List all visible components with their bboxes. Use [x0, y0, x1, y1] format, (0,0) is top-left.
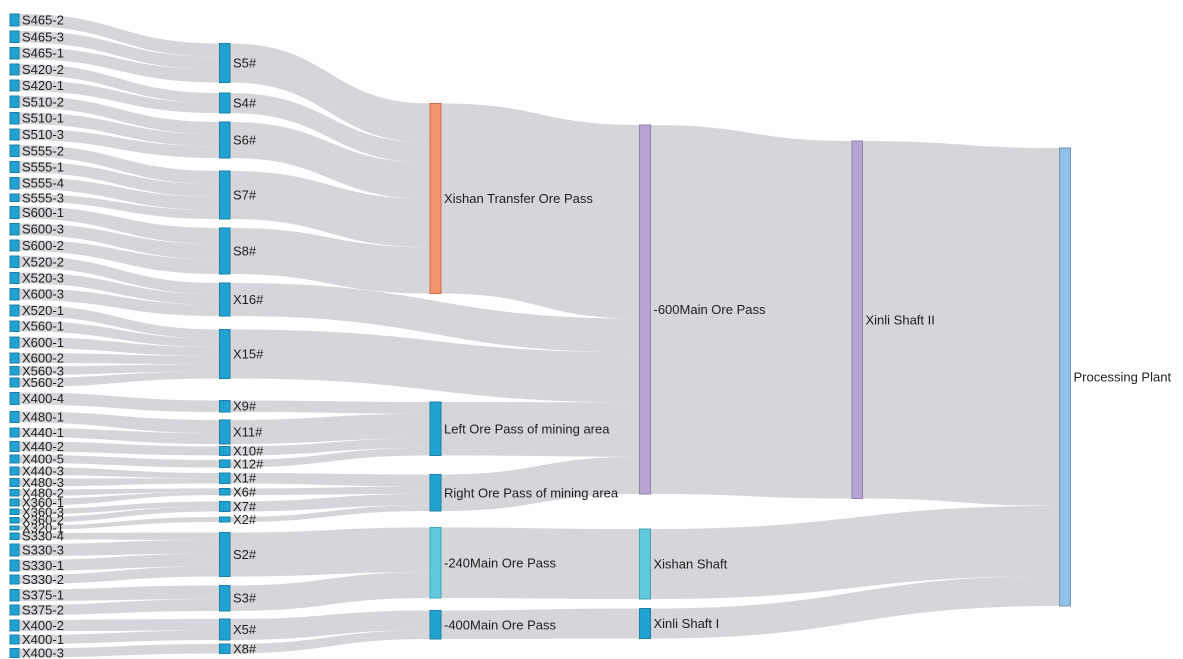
- svg-text:S510-1: S510-1: [22, 111, 64, 126]
- svg-text:X480-3: X480-3: [22, 475, 64, 490]
- svg-text:S330-4: S330-4: [22, 529, 64, 544]
- svg-text:X9#: X9#: [233, 399, 257, 414]
- svg-text:S8#: S8#: [233, 244, 257, 259]
- svg-text:X560-2: X560-2: [22, 375, 64, 390]
- svg-text:S555-1: S555-1: [22, 160, 64, 175]
- svg-text:S600-2: S600-2: [22, 238, 64, 253]
- svg-text:S330-3: S330-3: [22, 543, 64, 558]
- svg-text:S4#: S4#: [233, 96, 257, 111]
- svg-text:X400-2: X400-2: [22, 618, 64, 633]
- svg-text:S375-2: S375-2: [22, 603, 64, 618]
- svg-text:X7#: X7#: [233, 499, 257, 514]
- svg-text:Xinli Shaft I: Xinli Shaft I: [654, 616, 720, 631]
- svg-text:Left Ore Pass of mining area: Left Ore Pass of mining area: [444, 421, 610, 436]
- svg-text:X1#: X1#: [233, 471, 257, 486]
- svg-text:X400-1: X400-1: [22, 632, 64, 647]
- svg-text:X320-1: X320-1: [22, 521, 64, 536]
- svg-text:X480-1: X480-1: [22, 410, 64, 425]
- svg-text:S420-1: S420-1: [22, 78, 64, 93]
- svg-text:X600-3: X600-3: [22, 287, 64, 302]
- svg-text:X520-2: X520-2: [22, 254, 64, 269]
- svg-text:X10#: X10#: [233, 444, 264, 459]
- svg-text:X400-5: X400-5: [22, 452, 64, 467]
- svg-text:Processing Plant: Processing Plant: [1074, 370, 1172, 385]
- svg-text:X6#: X6#: [233, 484, 257, 499]
- svg-text:X560-1: X560-1: [22, 319, 64, 334]
- svg-text:X480-2: X480-2: [22, 485, 64, 500]
- svg-text:S600-1: S600-1: [22, 205, 64, 220]
- svg-text:S465-3: S465-3: [22, 29, 64, 44]
- svg-text:Right Ore Pass of mining area: Right Ore Pass of mining area: [444, 485, 619, 500]
- svg-text:-240Main Ore Pass: -240Main Ore Pass: [444, 555, 556, 570]
- svg-text:X440-2: X440-2: [22, 439, 64, 454]
- svg-text:-400Main Ore Pass: -400Main Ore Pass: [444, 617, 556, 632]
- svg-text:X5#: X5#: [233, 622, 257, 637]
- svg-text:S375-1: S375-1: [22, 588, 64, 603]
- svg-text:X560-3: X560-3: [22, 363, 64, 378]
- svg-text:Xishan Shaft: Xishan Shaft: [654, 557, 728, 572]
- svg-text:S510-3: S510-3: [22, 127, 64, 142]
- svg-text:X600-1: X600-1: [22, 335, 64, 350]
- svg-text:X360-1: X360-1: [22, 495, 64, 510]
- svg-text:X520-3: X520-3: [22, 271, 64, 286]
- svg-text:S5#: S5#: [233, 56, 257, 71]
- svg-text:X11#: X11#: [233, 425, 263, 440]
- svg-text:S330-1: S330-1: [22, 558, 64, 573]
- svg-text:X8#: X8#: [233, 641, 257, 656]
- svg-text:X15#: X15#: [233, 347, 264, 362]
- svg-text:S465-2: S465-2: [22, 13, 64, 28]
- svg-text:X520-1: X520-1: [22, 303, 64, 318]
- svg-text:-600Main Ore Pass: -600Main Ore Pass: [654, 302, 766, 317]
- svg-text:S7#: S7#: [233, 188, 257, 203]
- svg-text:S555-4: S555-4: [22, 176, 64, 191]
- svg-text:X2#: X2#: [233, 512, 257, 527]
- svg-text:X16#: X16#: [233, 292, 264, 307]
- svg-text:X12#: X12#: [233, 456, 264, 471]
- svg-text:X440-3: X440-3: [22, 464, 64, 479]
- svg-text:S555-2: S555-2: [22, 143, 64, 158]
- svg-text:X360-3: X360-3: [22, 504, 64, 519]
- svg-text:S420-2: S420-2: [22, 62, 64, 77]
- svg-text:Xinli Shaft II: Xinli Shaft II: [866, 312, 935, 327]
- svg-text:S3#: S3#: [233, 591, 257, 606]
- svg-text:S330-2: S330-2: [22, 572, 64, 587]
- svg-text:X440-1: X440-1: [22, 425, 64, 440]
- svg-text:X400-3: X400-3: [22, 646, 64, 659]
- svg-text:S6#: S6#: [233, 133, 257, 148]
- svg-text:S2#: S2#: [233, 547, 257, 562]
- svg-text:S555-3: S555-3: [22, 190, 64, 205]
- svg-text:S465-1: S465-1: [22, 46, 64, 61]
- svg-text:S600-3: S600-3: [22, 222, 64, 237]
- svg-text:S510-2: S510-2: [22, 94, 64, 109]
- svg-text:Xishan Transfer Ore Pass: Xishan Transfer Ore Pass: [444, 191, 593, 206]
- svg-text:X360-2: X360-2: [22, 513, 64, 528]
- svg-text:X400-4: X400-4: [22, 391, 64, 406]
- svg-text:X600-2: X600-2: [22, 351, 64, 366]
